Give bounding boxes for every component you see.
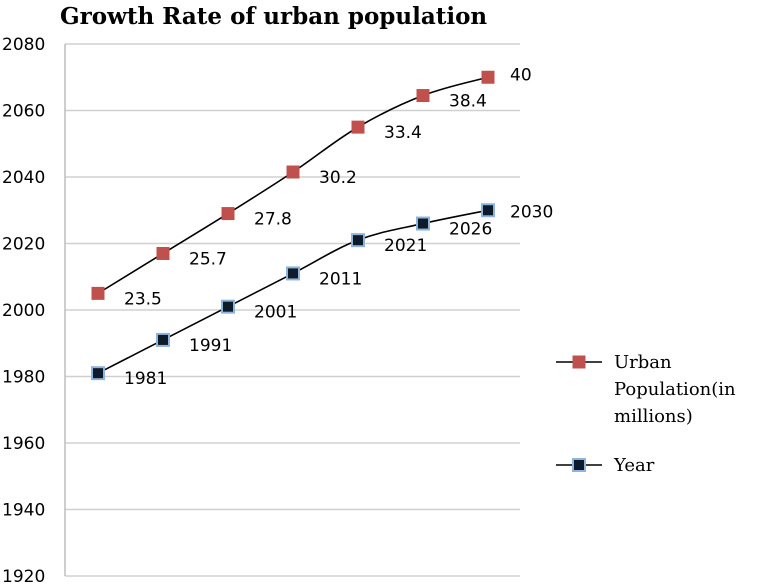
data-point-marker [481,203,495,218]
data-point-marker [286,165,300,179]
series-year: 1981 1991 2001 2011 2021 2026 2030 [91,202,553,389]
data-label: 30.2 [319,168,357,188]
legend-label: Urban [614,352,672,373]
data-label: 2021 [384,236,427,256]
data-label: 2001 [254,303,297,323]
axes: 1920 1940 1960 1980 2000 2020 2040 2060 2080 [2,35,66,587]
legend-marker [572,458,586,472]
y-tick-label: 2080 [2,35,45,55]
legend-label: Year [613,455,655,476]
legend-item-year: Year [556,455,655,476]
data-point-marker [351,233,365,248]
data-point-marker [416,89,430,103]
y-tick-label: 1960 [2,434,45,454]
data-label: 40 [510,65,532,85]
data-label: 38.4 [449,92,487,112]
legend-label: Population(in [614,379,736,400]
data-label: 33.4 [384,123,422,143]
y-tick-label: 2020 [2,235,45,255]
data-label: 2030 [510,202,553,222]
data-point-marker [286,266,300,281]
y-tick-label: 1980 [2,368,45,388]
data-point-marker [221,207,235,221]
data-point-marker [416,216,430,231]
data-point-marker [481,70,495,84]
data-label: 1991 [189,336,232,356]
data-label: 27.8 [254,210,292,230]
data-label: 25.7 [189,249,227,269]
legend-item-urban-population: Urban Population(in millions) [556,352,736,427]
y-tick-label: 1920 [2,567,45,587]
legend: Urban Population(in millions) Year [556,352,736,476]
data-label: 2011 [319,269,362,289]
gridlines [65,43,520,577]
data-label: 1981 [124,369,167,389]
data-point-marker [221,299,235,314]
series-group: 23.5 25.7 27.8 30.2 33.4 38.4 40 1981 1991 2001 20… [91,65,553,389]
y-tick-label: 2060 [2,102,45,122]
data-label: 23.5 [124,289,162,309]
legend-label: millions) [614,406,693,427]
data-point-marker [91,366,105,381]
y-tick-label: 2040 [2,168,45,188]
data-point-marker [156,332,170,347]
data-label: 2026 [449,220,492,240]
series-line [97,76,489,295]
series-urban-population: 23.5 25.7 27.8 30.2 33.4 38.4 40 [91,65,532,309]
data-point-marker [351,120,365,134]
y-tick-label: 1940 [2,501,45,521]
data-point-marker [91,286,105,300]
chart-title: Growth Rate of urban population [60,3,487,30]
y-tick-label: 2000 [2,301,45,321]
data-point-marker [156,246,170,260]
legend-marker [572,355,586,369]
